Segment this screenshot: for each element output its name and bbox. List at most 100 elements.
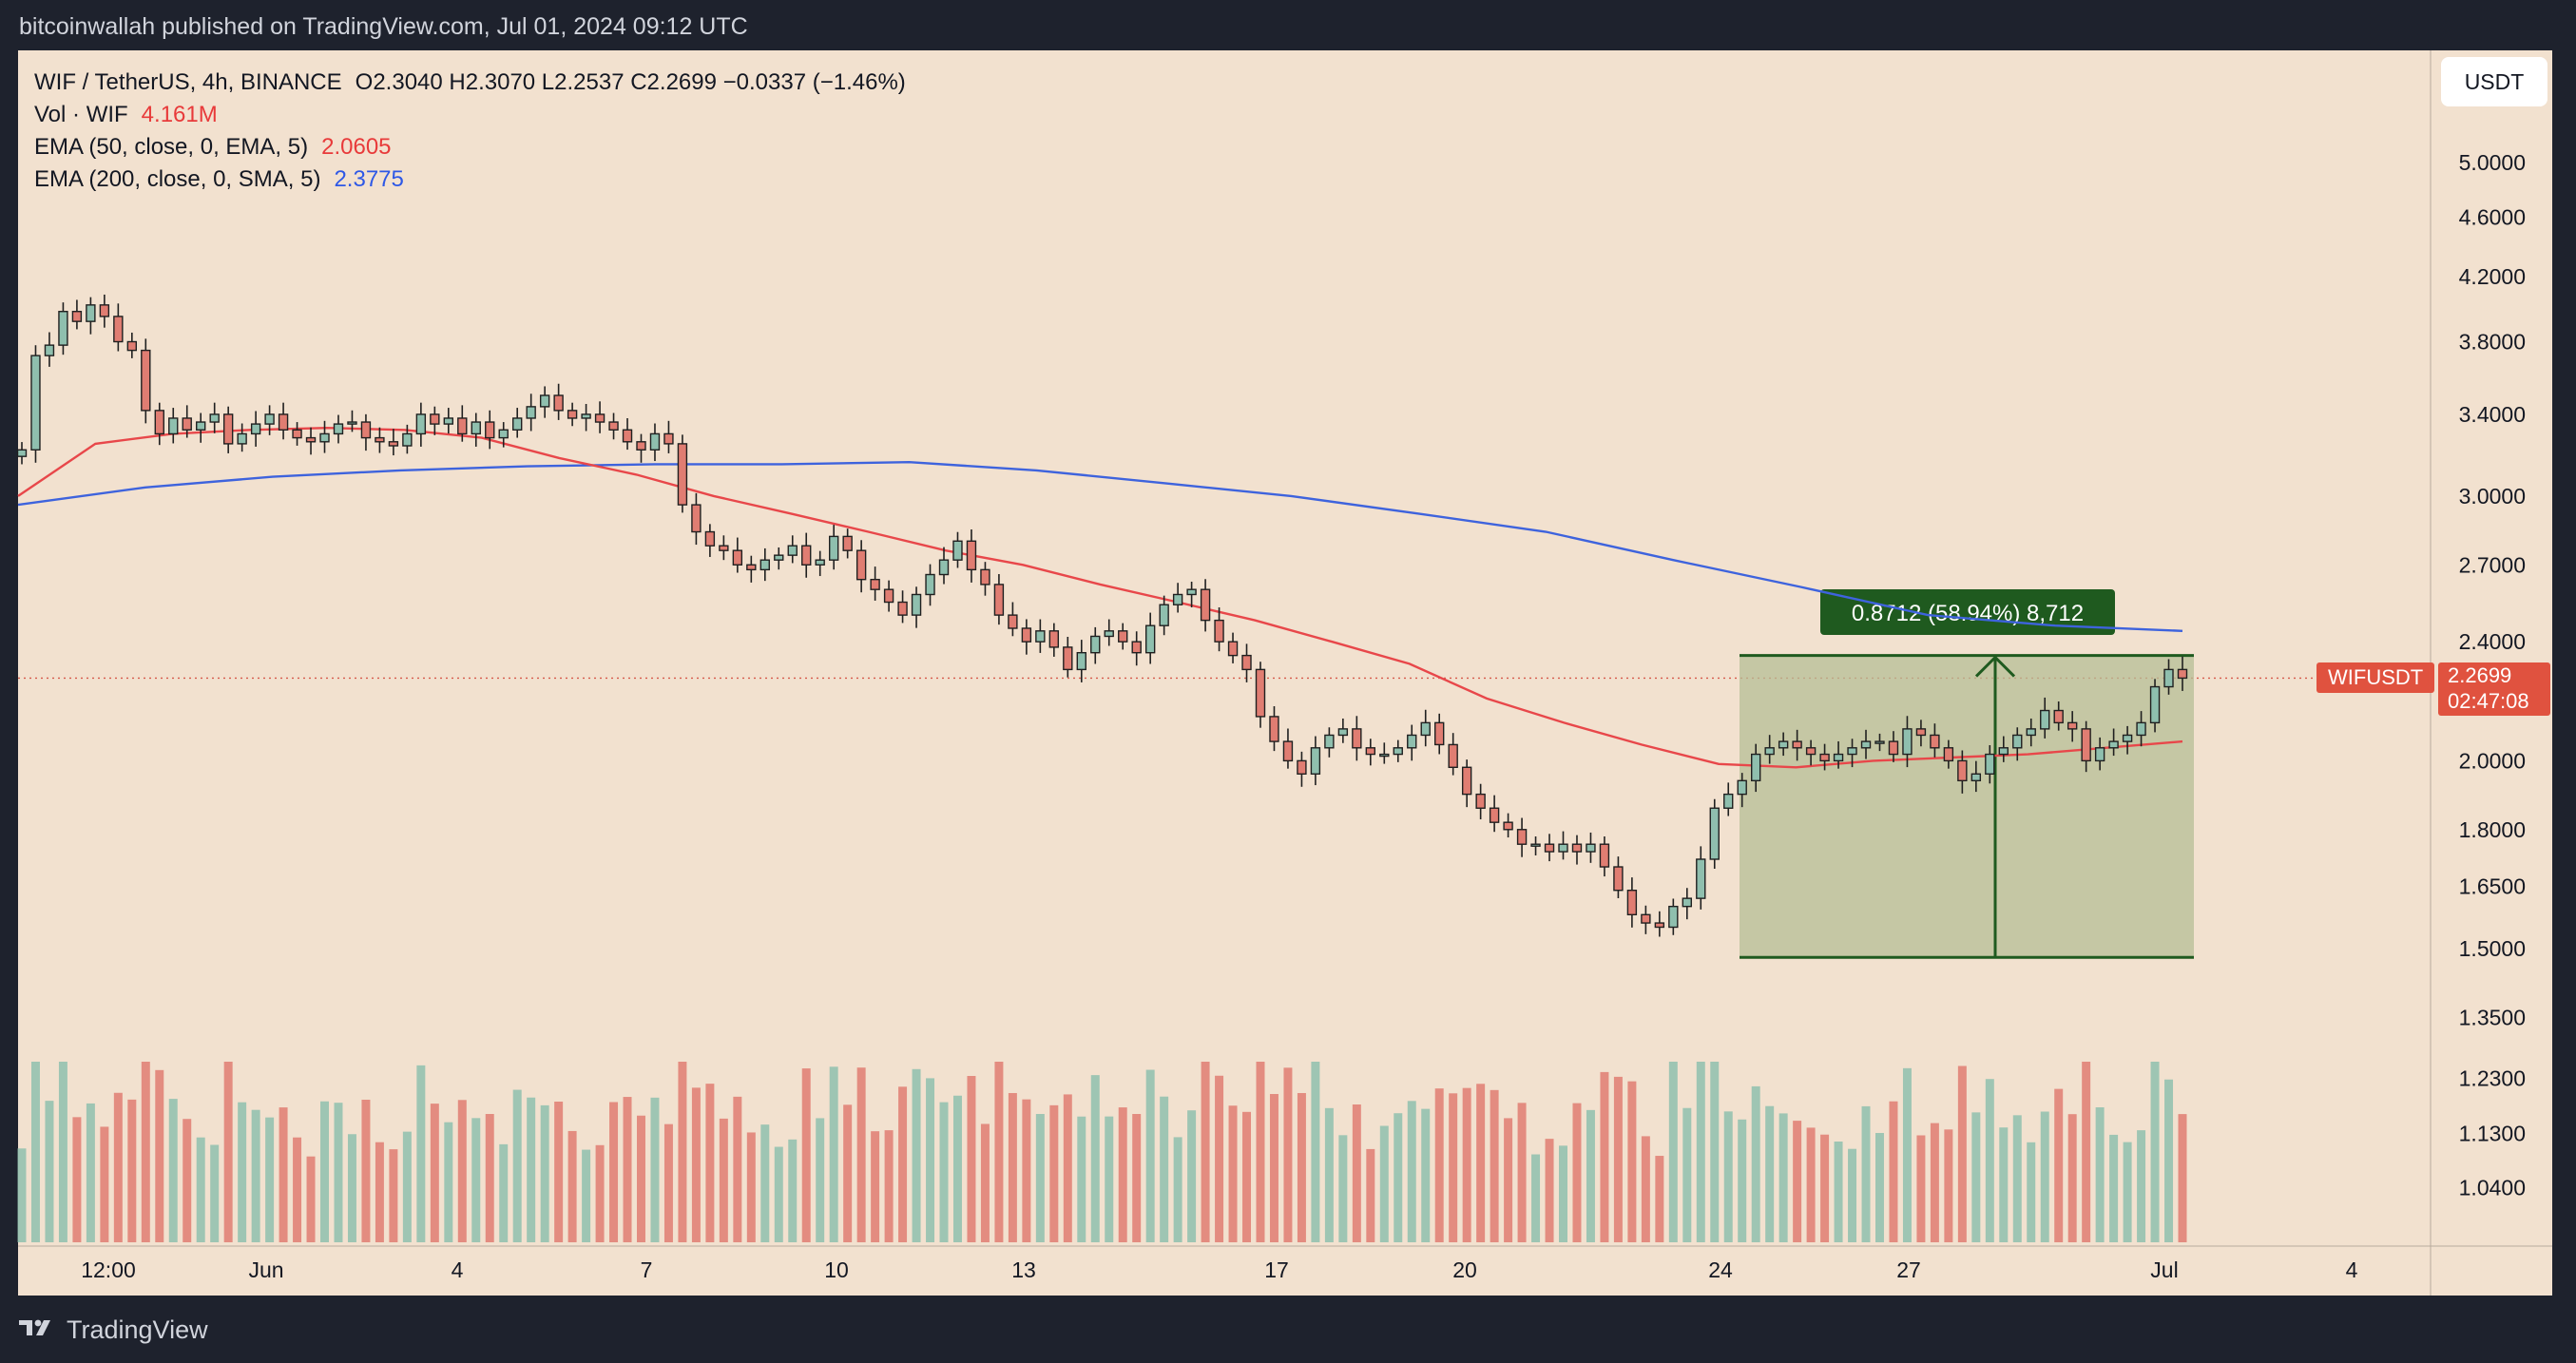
volume-bar xyxy=(2027,1142,2036,1242)
candle-body xyxy=(966,540,977,571)
volume-bar xyxy=(1394,1113,1403,1242)
candle-body xyxy=(828,535,839,561)
candle-body xyxy=(1269,716,1279,742)
measure-box xyxy=(1740,655,2194,958)
candle-body xyxy=(704,530,716,547)
price-tick-label: 3.8000 xyxy=(2459,330,2526,355)
candle-body xyxy=(1365,747,1376,756)
candle-body xyxy=(154,410,164,435)
currency-button[interactable]: USDT xyxy=(2441,57,2547,106)
candle-body xyxy=(1048,630,1060,648)
volume-bar xyxy=(223,1062,233,1242)
volume-bar xyxy=(1049,1104,1059,1242)
candle-body xyxy=(1063,646,1073,671)
candle-body xyxy=(126,340,138,352)
volume-bar xyxy=(347,1134,356,1242)
candle-body xyxy=(360,421,372,439)
volume-bar xyxy=(1944,1129,1953,1242)
candle-body xyxy=(1626,890,1638,916)
price-tick-label: 4.2000 xyxy=(2459,264,2526,289)
candle-body xyxy=(539,394,550,408)
volume-bar xyxy=(2040,1111,2049,1242)
time-tick-label: 20 xyxy=(1452,1257,1477,1282)
tradingview-logo-icon[interactable] xyxy=(19,1315,57,1345)
candle-body xyxy=(1337,728,1349,737)
volume-bar xyxy=(623,1097,632,1242)
ema50-label[interactable]: EMA (50, close, 0, EMA, 5) xyxy=(34,134,309,160)
candle-body xyxy=(2122,734,2133,742)
candle-body xyxy=(1682,897,1692,908)
price-tick-label: 2.0000 xyxy=(2459,748,2526,773)
candle-body xyxy=(1654,922,1665,929)
candle-body xyxy=(649,432,661,451)
volume-bar xyxy=(1531,1154,1541,1242)
candle-body xyxy=(30,355,41,451)
candle-body xyxy=(58,311,68,346)
volume-bar xyxy=(1187,1110,1197,1242)
candle-body xyxy=(1819,753,1830,762)
volume-bar xyxy=(416,1065,426,1242)
candle-body xyxy=(526,406,536,419)
volume-bar xyxy=(843,1104,853,1242)
volume-bar xyxy=(389,1149,398,1242)
volume-bar xyxy=(1269,1093,1278,1242)
volume-bar xyxy=(884,1130,894,1242)
candle-body xyxy=(1035,630,1046,643)
volume-bar xyxy=(238,1102,247,1242)
candle-body xyxy=(1420,721,1431,737)
volume-bar xyxy=(1723,1111,1733,1242)
volume-bar xyxy=(1022,1099,1031,1242)
candle-body xyxy=(1241,654,1252,671)
volume-bar xyxy=(1765,1105,1775,1242)
footer-brand[interactable]: TradingView xyxy=(67,1315,208,1344)
volume-bar xyxy=(45,1101,54,1242)
ema200-path xyxy=(17,460,2183,632)
candle-body xyxy=(44,344,55,356)
time-tick-label: 24 xyxy=(1708,1257,1733,1282)
candle-body xyxy=(870,578,880,590)
volume-bar xyxy=(637,1115,645,1242)
volume-bar xyxy=(1834,1142,1843,1242)
time-tick-label: 27 xyxy=(1896,1257,1921,1282)
volume-bar xyxy=(788,1139,798,1242)
candle-body xyxy=(2177,668,2188,680)
volume-bar xyxy=(1600,1071,1609,1242)
volume-bar xyxy=(2137,1130,2146,1242)
volume-bar xyxy=(1999,1127,2009,1242)
symbol-info[interactable]: WIF / TetherUS, 4h, BINANCE xyxy=(34,69,342,95)
volume-bar xyxy=(1228,1105,1238,1242)
candle-body xyxy=(512,417,523,431)
candle-body xyxy=(2149,685,2161,724)
candle-body xyxy=(787,545,798,556)
volume-bar xyxy=(774,1146,783,1242)
symbol-price-tag: WIFUSDT xyxy=(2316,662,2435,694)
volume-bar xyxy=(829,1066,838,1242)
volume-bar xyxy=(141,1062,150,1242)
volume-bar xyxy=(86,1103,95,1242)
volume-bar xyxy=(210,1144,220,1242)
time-tick-label: 4 xyxy=(2346,1257,2358,1282)
candle-body xyxy=(1792,740,1802,749)
candle-body xyxy=(1833,753,1844,762)
volume-bar xyxy=(279,1107,288,1242)
candle-body xyxy=(1985,753,1995,775)
candle-body xyxy=(1090,635,1101,654)
volume-bar xyxy=(1613,1076,1623,1242)
volume-bar xyxy=(375,1142,384,1242)
candle-body xyxy=(1764,747,1775,756)
volume-bar xyxy=(1352,1104,1361,1242)
volume-bar xyxy=(952,1095,962,1242)
volume-bar xyxy=(554,1102,564,1242)
ema200-label[interactable]: EMA (200, close, 0, SMA, 5) xyxy=(34,166,321,192)
candle-body xyxy=(498,429,509,439)
volume-bar xyxy=(1462,1087,1471,1242)
candle-body xyxy=(2108,740,2119,749)
candle-body xyxy=(1558,843,1568,853)
volume-label[interactable]: Vol · WIF xyxy=(34,102,128,127)
volume-bar xyxy=(1008,1093,1017,1242)
candle-body xyxy=(1434,721,1445,746)
volume-bar xyxy=(567,1130,577,1242)
price-tick-label: 1.8000 xyxy=(2459,817,2526,842)
volume-bar xyxy=(1586,1109,1595,1242)
